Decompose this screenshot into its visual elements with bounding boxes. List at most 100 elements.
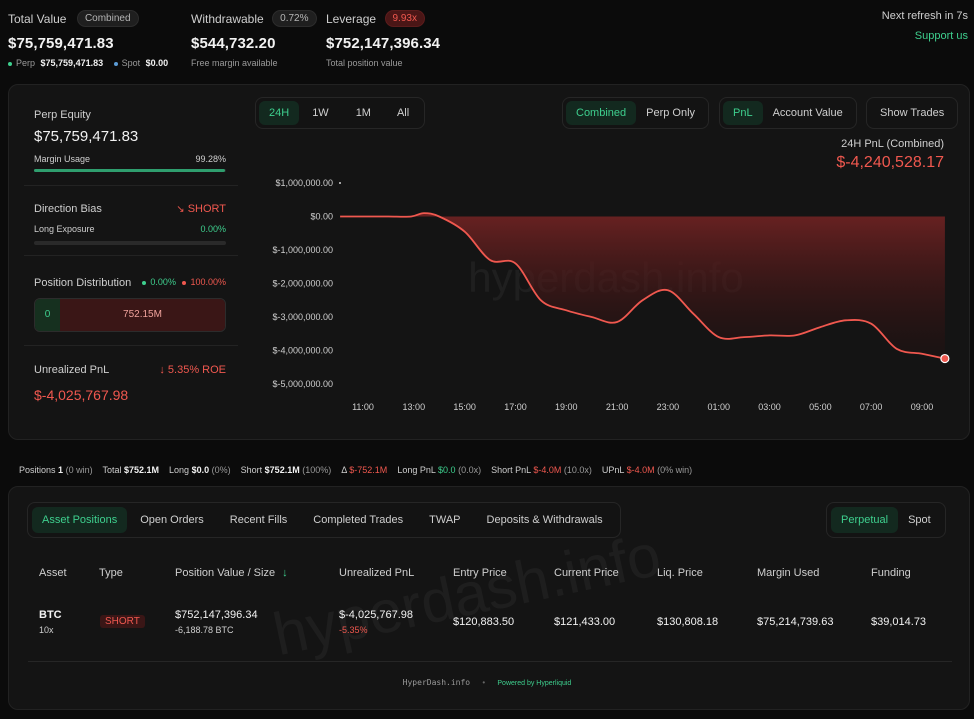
tab-asset-positions[interactable]: Asset Positions [32,507,128,533]
footer-separator: • [482,678,486,687]
refresh-block: Next refresh in 7s Support us [882,10,968,42]
positions-label: Positions [19,465,56,475]
perp-equity-block: Perp Equity $75,759,471.83 Margin Usage … [24,100,238,186]
row-funding: $39,014.73 [871,616,927,628]
row-current-price: $121,433.00 [554,616,616,628]
leverage-label: Leverage [326,12,377,26]
delta-label: Δ [341,465,347,475]
y-tick-label: $-4,000,000.00 [272,346,333,356]
tab-recent-fills[interactable]: Recent Fills [229,514,288,526]
tab-deposits-withdrawals[interactable]: Deposits & Withdrawals [486,514,603,526]
dist-long-segment: 0 [35,299,60,331]
positions-win: (0 win) [65,465,93,475]
time-24h-button[interactable]: 24H [259,101,300,125]
row-position-value: $752,147,396.34 [175,609,258,621]
perp-dot-icon [8,61,12,66]
x-tick-label: 19:00 [555,402,578,412]
show-trades-button[interactable]: Show Trades [880,107,945,119]
col-funding[interactable]: Funding [871,567,911,579]
x-tick-label: 11:00 [352,402,374,412]
col-position-value[interactable]: Position Value / Size ↓ [175,567,288,579]
scope-combined-button[interactable]: Combined [566,101,637,125]
pnl-line [340,212,946,360]
col-current-price[interactable]: Current Price [554,567,619,579]
refresh-text: Next refresh in 7s [881,10,968,22]
direction-bias-value: SHORT [187,203,226,215]
row-entry-price: $120,883.50 [453,616,515,628]
total-value: $752.1M [123,465,159,475]
dist-short-segment: 752.15M [60,299,225,331]
total-value-label: Total Value [8,12,67,26]
margin-usage-value: 99.28% [195,154,226,164]
market-spot-button[interactable]: Spot [908,514,931,526]
footer-powered[interactable]: Powered by Hyperliquid [497,680,572,687]
col-position-value-label: Position Value / Size [175,567,276,579]
x-tick-label: 03:00 [758,402,781,412]
position-distribution-block: Position Distribution 0.00% 100.00% 0 75… [24,256,238,346]
y-tick-label: $-3,000,000.00 [272,312,333,322]
y-tick-label: $-1,000,000.00 [272,245,333,255]
x-tick-label: 17:00 [504,402,527,412]
long-exposure-value: 0.00% [200,224,226,234]
metric-pnl-button[interactable]: PnL [723,101,763,125]
current-value-marker[interactable] [940,353,950,364]
scope-perp-only-button[interactable]: Perp Only [646,107,696,119]
short-pnl-value: $-4.0M [533,465,562,475]
delta-value: $-752.1M [349,465,388,475]
col-margin-used[interactable]: Margin Used [757,567,820,579]
pnl-area [340,213,945,359]
upnl-label: UPnL [601,465,625,475]
y-tick-label: $0.00 [310,212,333,222]
positions-count: 1 [58,465,64,475]
time-1w-button[interactable]: 1W [312,107,329,119]
withdrawable-pct-badge: 0.72% [272,10,317,28]
margin-usage-fill [34,169,225,172]
market-perpetual-button[interactable]: Perpetual [831,507,899,533]
chart-header: 24H PnL (Combined) $-4,240,528.17 [836,138,944,172]
positions-summary: Positions 1 (0 win) Total $752.1M Long $… [19,465,692,475]
col-asset[interactable]: Asset [39,567,67,579]
table-divider [28,661,952,662]
long-label: Long [169,465,190,475]
perp-equity-label: Perp Equity [34,109,91,121]
x-tick-label: 15:00 [453,402,476,412]
combined-badge[interactable]: Combined [76,10,139,28]
row-liq-price: $130,808.18 [657,616,719,628]
short-pct: (100%) [302,465,332,475]
trend-down-icon: ↘ [176,204,185,215]
col-type[interactable]: Type [99,567,123,579]
total-label: Total [102,465,122,475]
support-link[interactable]: Support us [914,30,968,42]
positions-tabs: Asset Positions Open Orders Recent Fills… [27,502,621,538]
leverage-block: Leverage 9.93x $752,147,396.34 Total pos… [326,10,440,68]
x-tick-label: 09:00 [911,402,934,412]
long-pnl-value: $0.0 [438,465,456,475]
col-entry-price[interactable]: Entry Price [453,567,507,579]
leverage-value: $752,147,396.34 [326,35,441,52]
short-dot-icon [182,280,187,285]
metric-account-value-button[interactable]: Account Value [772,107,843,119]
withdrawable-label: Withdrawable [191,12,264,26]
leverage-badge: 9.93x [384,10,425,28]
tab-open-orders[interactable]: Open Orders [140,514,204,526]
long-value: $0.0 [191,465,210,475]
time-all-button[interactable]: All [396,107,410,119]
row-unrealized-pnl: $-4,025,767.98 [339,609,414,621]
footer-brand[interactable]: HyperDash.info [402,678,471,687]
pnl-chart[interactable]: hyperdash.info $1,000,000.00$0.00$-1,000… [250,170,962,420]
x-tick-label: 13:00 [403,402,426,412]
col-liq-price[interactable]: Liq. Price [657,567,703,579]
col-unrealized-pnl[interactable]: Unrealized PnL [339,567,415,579]
tab-twap[interactable]: TWAP [429,514,461,526]
unrealized-pnl-label: Unrealized PnL [34,364,110,376]
short-pnl-x: (10.0x) [563,465,592,475]
time-1m-button[interactable]: 1M [355,107,371,119]
tab-completed-trades[interactable]: Completed Trades [313,514,404,526]
leverage-sub: Total position value [326,58,403,68]
y-tick-label: $-2,000,000.00 [272,279,333,289]
row-unrealized-pct: -5.35% [339,625,368,635]
upnl-value: $-4.0M [626,465,655,475]
table-row[interactable]: BTC 10x SHORT $752,147,396.34 -6,188.78 … [28,598,952,646]
x-tick-label: 23:00 [657,402,680,412]
market-toggle: Perpetual Spot [826,502,946,538]
